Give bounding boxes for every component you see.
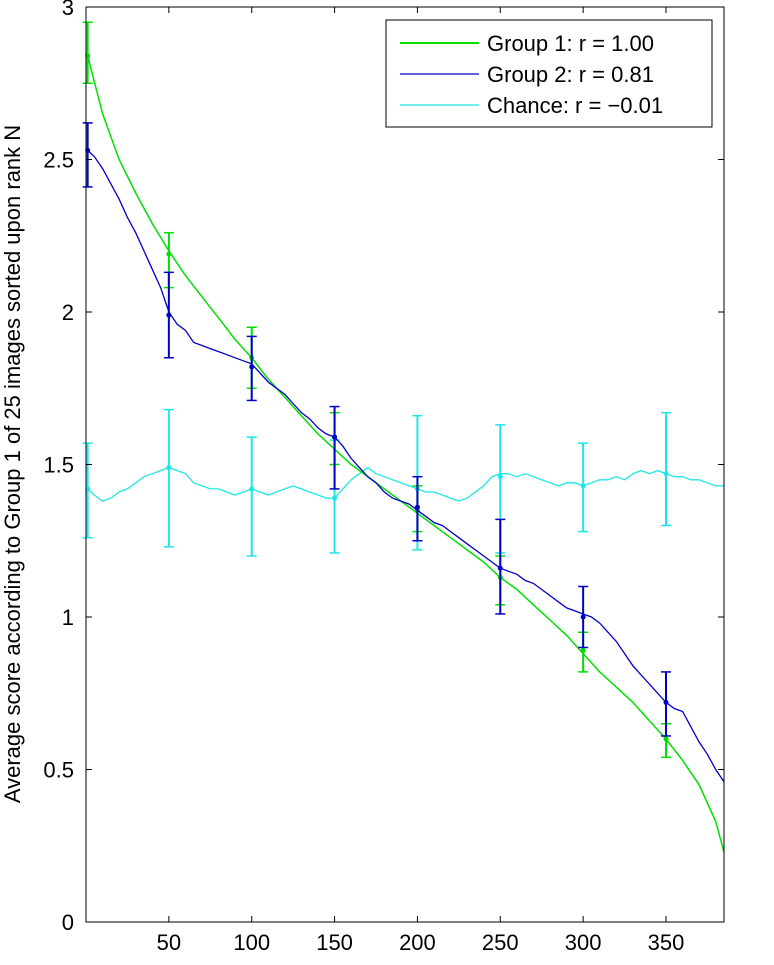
series-line [86,55,725,853]
legend-entry: Chance: r = −0.01 [487,93,663,118]
x-tick-label: 250 [482,930,519,955]
y-axis-label: Average score according to Group 1 of 25… [0,125,25,803]
y-tick-label: 1.5 [43,453,74,478]
data-point [663,736,669,742]
data-point [663,699,669,705]
x-tick-label: 150 [316,930,353,955]
y-tick-label: 0.5 [43,758,74,783]
data-point [497,565,503,571]
x-tick-label: 100 [233,930,270,955]
data-point [497,474,503,480]
y-tick-label: 2.5 [43,148,74,173]
legend-entry: Group 2: r = 0.81 [487,62,654,87]
series-line [87,466,724,502]
y-tick-label: 2 [62,300,74,325]
x-tick-label: 50 [157,930,181,955]
data-point [414,504,420,510]
series-line [87,149,725,783]
data-point [580,648,586,654]
y-tick-label: 1 [62,605,74,630]
series-layer [82,21,725,853]
x-tick-label: 300 [565,930,602,955]
y-tick-label: 0 [62,910,74,935]
x-tick-label: 350 [648,930,685,955]
data-point [580,483,586,489]
data-point [166,251,172,257]
data-point [249,486,255,492]
series-1 [82,122,725,783]
data-point [332,434,338,440]
data-point [580,614,586,620]
ticks-layer: 50 100 150 200 250 300 350 0 0.5 1 1.5 2 2.5 3 [43,0,724,955]
y-tick-label: 3 [62,0,74,20]
data-point [166,465,172,471]
x-tick-label: 200 [399,930,436,955]
plot-area [86,7,724,922]
data-point [249,364,255,370]
legend-entry: Group 1: r = 1.00 [487,31,654,56]
legend: Group 1: r = 1.00 Group 2: r = 0.81 Chance… [385,19,713,128]
data-point [663,471,669,477]
data-point [332,495,338,501]
data-point [166,312,172,318]
